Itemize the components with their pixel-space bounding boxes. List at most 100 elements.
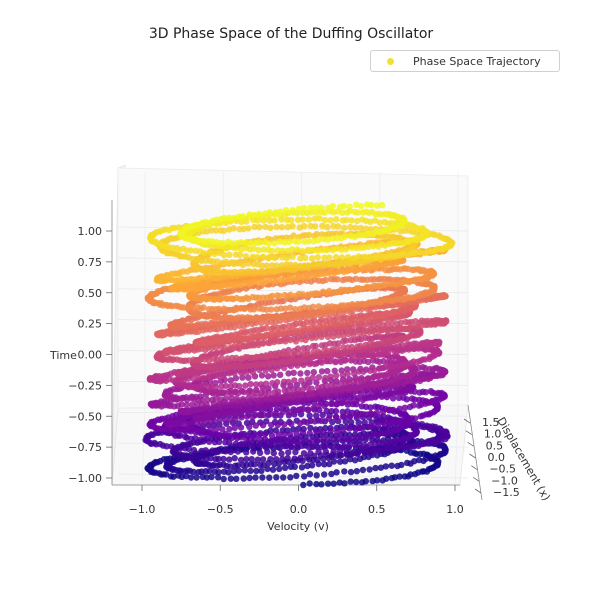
trajectory-point bbox=[289, 223, 296, 230]
trajectory-point bbox=[273, 306, 280, 313]
trajectory-point bbox=[205, 438, 213, 445]
trajectory-point bbox=[266, 254, 273, 261]
trajectory-point bbox=[278, 450, 285, 457]
trajectory-point bbox=[353, 412, 360, 419]
trajectory-point bbox=[291, 455, 298, 462]
trajectory-point bbox=[227, 377, 234, 384]
trajectory-point bbox=[240, 389, 248, 396]
trajectory-point bbox=[299, 216, 306, 223]
trajectory-point bbox=[350, 448, 357, 456]
trajectory-point bbox=[396, 405, 403, 412]
trajectory-point bbox=[266, 474, 273, 481]
trajectory-point bbox=[216, 421, 223, 428]
trajectory-point bbox=[330, 480, 337, 487]
trajectory-point bbox=[190, 446, 198, 454]
trajectory-point bbox=[369, 352, 377, 359]
trajectory-point bbox=[245, 374, 252, 381]
trajectory-point bbox=[393, 444, 401, 452]
trajectory-point bbox=[206, 467, 213, 475]
trajectory-point bbox=[333, 414, 340, 421]
trajectory-point bbox=[338, 254, 346, 261]
trajectory-point bbox=[247, 406, 254, 413]
trajectory-point bbox=[193, 474, 200, 481]
trajectory-point bbox=[262, 380, 270, 387]
trajectory-point bbox=[319, 288, 327, 295]
trajectory-point bbox=[341, 442, 348, 450]
trajectory-point bbox=[205, 306, 213, 313]
trajectory-point bbox=[298, 464, 306, 471]
trajectory-point bbox=[228, 259, 235, 266]
trajectory-point bbox=[298, 336, 305, 343]
trajectory-point bbox=[318, 481, 325, 488]
trajectory-point bbox=[226, 409, 233, 416]
trajectory-point bbox=[236, 362, 244, 369]
trajectory-point bbox=[323, 407, 330, 415]
trajectory-point bbox=[390, 419, 397, 426]
trajectory-point bbox=[344, 408, 351, 415]
trajectory-point bbox=[308, 462, 316, 469]
trajectory-point bbox=[300, 450, 308, 457]
trajectory-point bbox=[355, 353, 362, 360]
trajectory-point bbox=[227, 463, 234, 470]
trajectory-point bbox=[273, 474, 280, 481]
chart-title: 3D Phase Space of the Duffing Oscillator bbox=[149, 26, 434, 42]
trajectory-point bbox=[288, 420, 295, 427]
trajectory-point bbox=[360, 411, 367, 418]
trajectory-point bbox=[284, 455, 291, 462]
trajectory-point bbox=[268, 421, 275, 429]
trajectory-point bbox=[231, 455, 238, 462]
trajectory-point bbox=[320, 429, 327, 436]
trajectory-point bbox=[318, 333, 325, 340]
trajectory-point bbox=[348, 244, 356, 252]
trajectory-point bbox=[274, 365, 281, 372]
trajectory-point bbox=[368, 394, 376, 401]
trajectory-point bbox=[285, 408, 293, 416]
trajectory-point bbox=[330, 458, 338, 465]
trajectory-point bbox=[315, 374, 323, 381]
trajectory-point bbox=[222, 416, 229, 423]
trajectory-point bbox=[339, 413, 347, 420]
trajectory-point bbox=[207, 431, 214, 438]
trajectory-point bbox=[391, 474, 399, 481]
trajectory-point bbox=[341, 468, 348, 475]
trajectory-point bbox=[313, 428, 320, 435]
trajectory-point bbox=[215, 438, 223, 445]
trajectory-point bbox=[274, 388, 282, 395]
trajectory-point bbox=[311, 323, 318, 330]
trajectory-point bbox=[244, 432, 251, 440]
trajectory-point bbox=[295, 349, 302, 356]
trajectory-point bbox=[232, 251, 240, 258]
trajectory-point bbox=[244, 440, 251, 448]
trajectory-point bbox=[245, 225, 252, 232]
trajectory-point bbox=[313, 472, 320, 479]
trajectory-point bbox=[331, 358, 338, 365]
trajectory-point bbox=[280, 474, 287, 481]
trajectory-point bbox=[300, 361, 307, 369]
trajectory-point bbox=[322, 276, 329, 284]
trajectory-point bbox=[192, 435, 199, 442]
trajectory-point bbox=[214, 448, 222, 455]
trajectory-point bbox=[304, 419, 311, 426]
trajectory-point bbox=[253, 467, 260, 475]
trajectory-point bbox=[269, 380, 276, 387]
trajectory-point bbox=[200, 374, 207, 382]
trajectory-point bbox=[252, 422, 259, 429]
trajectory-point bbox=[281, 421, 288, 428]
trajectory-point bbox=[194, 427, 201, 434]
trajectory-point bbox=[373, 409, 381, 417]
trajectory-point bbox=[361, 419, 368, 426]
trajectory-point bbox=[339, 408, 346, 416]
trajectory-point bbox=[261, 443, 269, 450]
trajectory-point bbox=[308, 385, 315, 392]
trajectory-point bbox=[238, 440, 246, 447]
trajectory-point bbox=[324, 367, 331, 375]
trajectory-point bbox=[404, 443, 412, 451]
trajectory-point bbox=[297, 454, 304, 462]
trajectory-point bbox=[253, 381, 260, 388]
trajectory-point bbox=[405, 346, 413, 353]
trajectory-point bbox=[288, 216, 295, 224]
trajectory-point bbox=[264, 373, 272, 380]
trajectory-point bbox=[247, 380, 254, 388]
trajectory-point bbox=[207, 455, 214, 462]
trajectory-point bbox=[388, 462, 395, 469]
